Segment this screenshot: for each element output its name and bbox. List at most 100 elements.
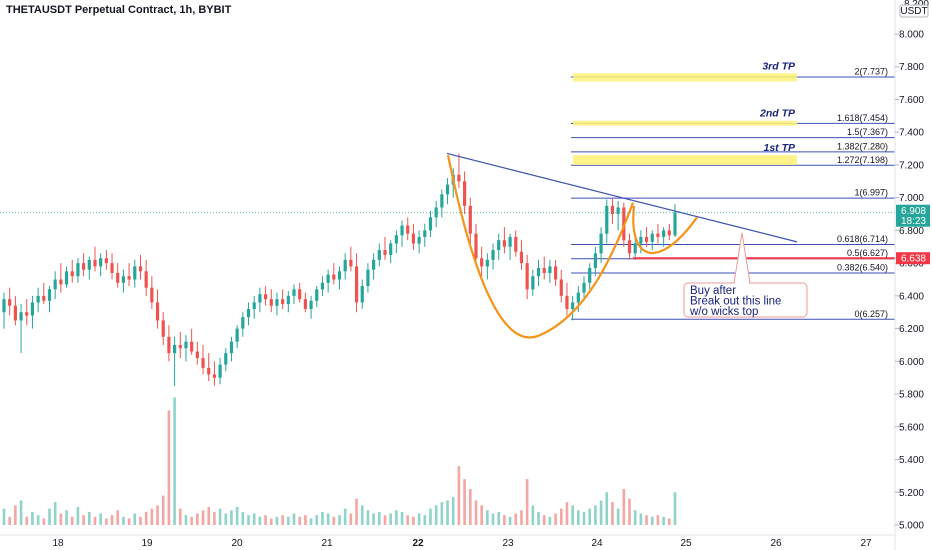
volume-bar [304, 515, 307, 525]
candle-body [525, 263, 529, 290]
y-tick-label: 7.000 [899, 193, 924, 204]
candle-body [309, 300, 313, 309]
candle-body [161, 320, 165, 337]
volume-bar [190, 516, 193, 525]
candle-body [315, 289, 319, 301]
volume-bar [105, 518, 108, 525]
candle-body [252, 302, 256, 309]
candle-body [212, 374, 216, 378]
volume-bar [8, 516, 11, 525]
candle-body [605, 205, 609, 234]
volume-bar [639, 513, 643, 525]
tp-label: 1st TP [763, 142, 796, 154]
chart-title: THETAUSDT Perpetual Contract, 1h, BYBIT [6, 4, 232, 16]
volume-bar [349, 513, 353, 525]
candle-body [292, 289, 296, 296]
volume-bar [423, 515, 427, 525]
volume-bar [605, 492, 609, 525]
candle-body [104, 258, 108, 264]
volume-bar [31, 511, 34, 525]
fib-level-label: 0.5(6.627) [847, 248, 888, 258]
volume-bar [360, 505, 364, 525]
volume-bar [599, 500, 603, 525]
volume-bar [565, 502, 569, 525]
candle-body [70, 271, 74, 277]
candle-body [650, 233, 654, 242]
volume-bar [611, 502, 614, 525]
volume-bar [48, 508, 51, 525]
candle-body [497, 240, 501, 251]
volume-bar [2, 508, 6, 525]
y-tick-label: 5.400 [899, 455, 924, 466]
candle-body [343, 259, 347, 272]
candle-body [25, 312, 29, 316]
candle-body [610, 205, 615, 215]
volume-bar [668, 518, 671, 525]
candle-body [372, 259, 376, 270]
volume-bar [201, 510, 205, 525]
candle-body [76, 263, 80, 277]
fib-level-label: 1(6.997) [854, 188, 888, 198]
candle-body [474, 233, 478, 259]
volume-bar [161, 495, 165, 525]
volume-bar [315, 515, 319, 525]
x-tick-label: 20 [231, 538, 243, 549]
volume-bar [497, 511, 501, 525]
volume-bar [406, 515, 410, 525]
tp-zone [573, 73, 797, 82]
candle-body [47, 289, 52, 301]
volume-bar [372, 513, 375, 525]
volume-bar [463, 479, 466, 525]
volume-bar [173, 397, 176, 525]
candle-body [576, 292, 580, 303]
fib-level-label: 0(6.257) [854, 309, 888, 319]
volume-bar [178, 508, 182, 525]
candle-body [406, 225, 410, 234]
volume-bar [258, 516, 262, 525]
candle-body [428, 217, 433, 231]
volume-bar [275, 516, 279, 525]
candle-body [326, 274, 330, 283]
volume-bar [230, 510, 233, 525]
candle-body [87, 259, 91, 270]
candle-body [320, 282, 325, 290]
fib-level-label: 1.5(7.367) [847, 127, 888, 137]
candle-body [207, 367, 211, 375]
candle-body [377, 250, 381, 260]
cup-curve [446, 154, 635, 339]
candle-body [121, 276, 126, 283]
volume-bar [76, 506, 80, 525]
candle-body [224, 353, 228, 365]
time-axis: 18 19 20 21 22 23 24 25 26 27 [0, 534, 895, 549]
volume-bar [468, 488, 472, 525]
volume-bar [508, 516, 512, 525]
volume-bar [633, 510, 637, 525]
candle-body [531, 276, 535, 290]
candle-body [423, 230, 427, 237]
candle-body [155, 302, 160, 321]
candle-body [59, 279, 63, 285]
candle-body [627, 240, 632, 254]
candle-body [508, 236, 512, 247]
fib-level-label: 0.382(6.540) [837, 262, 888, 272]
volume-bar [343, 508, 347, 525]
volume-bar [389, 513, 392, 525]
candle-body [644, 236, 649, 242]
y-tick-label: 7.600 [899, 95, 924, 106]
price-axis: 8.2008.0007.8007.6007.4007.2007.0006.800… [894, 0, 930, 550]
candle-body [502, 240, 507, 247]
volume-bar [355, 498, 358, 525]
volume-bar [451, 497, 455, 525]
candle-body [667, 230, 671, 236]
candle-body [42, 295, 46, 301]
volume-bar [65, 510, 68, 525]
candle-body [571, 302, 575, 309]
volume-bar [514, 513, 518, 525]
volume-bar [281, 515, 284, 525]
candle-body [263, 294, 268, 300]
volume-bar [531, 505, 535, 525]
volume-bar [133, 513, 137, 525]
volume-bar [457, 466, 461, 525]
